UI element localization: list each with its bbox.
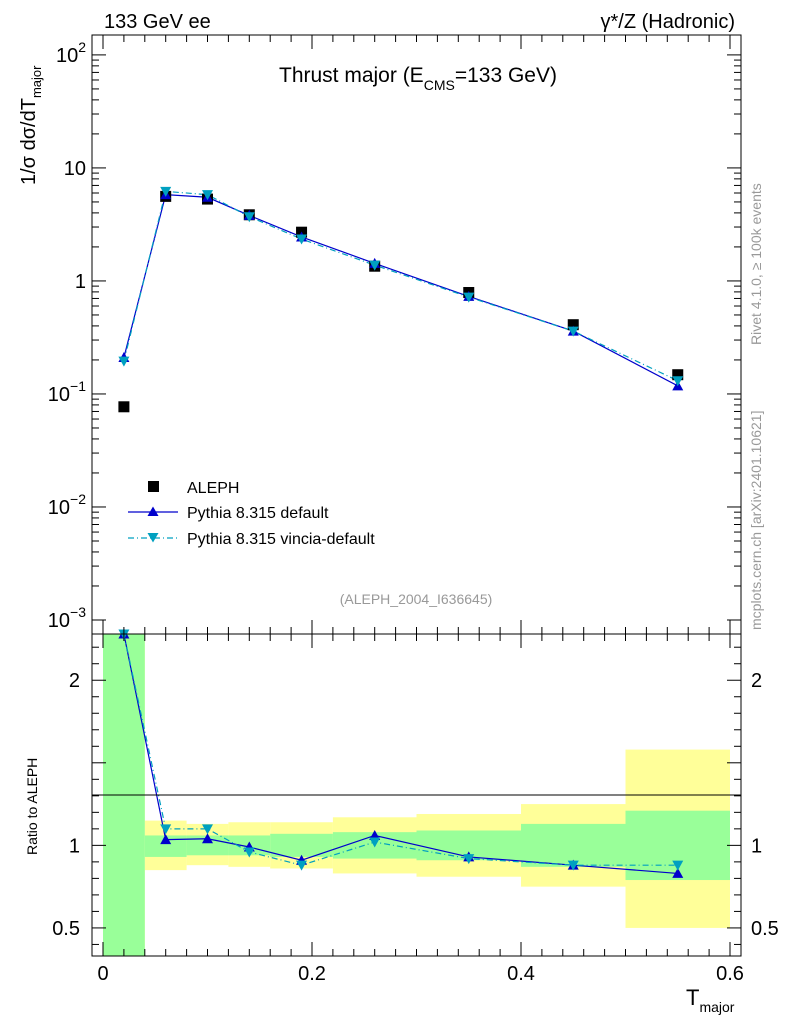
mcplots-label: mcplots.cern.ch [arXiv:2401.10621] [748, 411, 764, 630]
y-tick-label-ratio-left-0: 2 [69, 670, 80, 692]
main-y-axis-label: 1/σ dσ/dTmajor [18, 65, 44, 185]
y-tick-label-exp-0: 2 [78, 39, 86, 55]
ratio-point-s1-5 [369, 829, 381, 840]
legend: ALEPH Pythia 8.315 default Pythia 8.315 … [128, 480, 375, 548]
y-tick-label-base-3: 10 [48, 384, 70, 406]
ratio-point-s2-3 [243, 847, 255, 858]
y-tick-label-main-4: 10−2 [48, 491, 86, 519]
legend-label-vincia: Pythia 8.315 vincia-default [187, 531, 375, 548]
plot-title-tail: =133 GeV) [455, 64, 557, 87]
y-tick-label-main-1: 10 [64, 158, 86, 180]
ratio-band-green-1 [144, 835, 187, 857]
y-tick-label-ratio-right-0: 2 [751, 670, 762, 692]
ratio-point-s2-2 [202, 824, 213, 835]
x-axis-label: Tmajor [686, 985, 735, 1015]
y-tick-label-ratio-left-1: 1 [69, 835, 80, 857]
ratio-point-s2-8 [672, 860, 684, 871]
y-tick-label-exp-4: −2 [70, 491, 86, 507]
plot-title-main: Thrust major (E [279, 64, 424, 87]
y-tick-label-base-1: 10 [64, 158, 86, 180]
main-y-axis-label-sub: major [29, 65, 44, 98]
legend-label-aleph: ALEPH [187, 480, 239, 497]
y-tick-label-main-2: 1 [75, 271, 86, 293]
y-tick-label-base-0: 10 [56, 45, 78, 67]
main-point-s2-1 [160, 186, 172, 197]
x-axis-label-main: T [686, 985, 699, 1010]
main-point-s0-8 [672, 369, 684, 381]
main-point-s2-0 [118, 356, 130, 367]
ratio-point-s1-2 [202, 833, 213, 844]
ratio-point-s2-5 [369, 837, 381, 848]
rivet-version-label: Rivet 4.1.0, ≥ 100k events [748, 183, 764, 345]
marker-layer [118, 186, 684, 878]
header-left-label: 133 GeV ee [104, 11, 211, 33]
ratio-y-axis-label: Ratio to ALEPH [24, 758, 40, 855]
legend-marker-aleph [148, 481, 159, 492]
ratio-point-s1-1 [160, 834, 172, 845]
main-point-s2-6 [463, 292, 475, 303]
analysis-id-label: (ALEPH_2004_I636645) [340, 591, 493, 607]
main-point-s2-4 [296, 234, 308, 245]
y-tick-label-base-4: 10 [48, 497, 70, 519]
main-point-s2-5 [369, 260, 381, 271]
ratio-point-s2-1 [160, 824, 172, 835]
x-tick-label-1: 0.2 [298, 963, 326, 985]
x-tick-label-2: 0.4 [507, 963, 535, 985]
ratio-band-green-7 [521, 823, 626, 867]
ratio-point-s2-4 [296, 860, 308, 871]
plot-title: Thrust major (ECMS=133 GeV) [279, 64, 557, 93]
x-tick-label-0: 0 [97, 963, 108, 985]
ratio-point-s2-6 [463, 854, 475, 865]
y-tick-label-base-2: 1 [75, 271, 86, 293]
ratio-point-s1-8 [672, 867, 684, 878]
main-point-s0-7 [567, 319, 579, 331]
y-tick-label-ratio-left-2: 0.5 [52, 918, 80, 940]
header-right-label: γ*/Z (Hadronic) [601, 11, 735, 33]
y-tick-label-exp-3: −1 [70, 378, 86, 394]
y-tick-label-main-5: 10−3 [48, 604, 86, 632]
y-tick-label-ratio-right-1: 1 [751, 835, 762, 857]
legend-marker-default [147, 506, 159, 516]
x-axis-label-sub: major [699, 999, 734, 1015]
plot-title-sub: CMS [424, 77, 455, 93]
main-point-s0-0 [118, 401, 130, 413]
main-y-axis-label-main: 1/σ dσ/dT [18, 98, 40, 185]
y-tick-label-main-0: 102 [56, 39, 86, 67]
main-point-s2-2 [202, 190, 213, 201]
legend-marker-vincia [147, 533, 159, 543]
y-tick-label-main-3: 10−1 [48, 378, 86, 406]
legend-label-default: Pythia 8.315 default [187, 505, 329, 522]
y-tick-label-exp-5: −3 [70, 604, 86, 620]
x-tick-label-3: 0.6 [716, 963, 744, 985]
ratio-point-s2-7 [567, 860, 579, 871]
main-point-s2-3 [243, 212, 255, 223]
main-point-s2-8 [672, 376, 684, 387]
main-point-s2-7 [567, 326, 579, 337]
y-tick-label-ratio-right-2: 0.5 [751, 918, 779, 940]
y-tick-label-base-5: 10 [48, 610, 70, 632]
ratio-band-green-4 [270, 833, 333, 857]
